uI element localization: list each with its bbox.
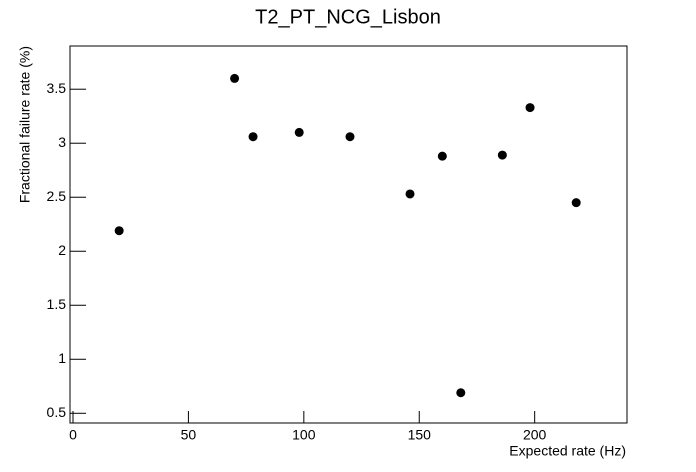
y-axis-label: Fractional failure rate (%) xyxy=(17,46,33,203)
y-tick-label: 1.5 xyxy=(47,296,67,312)
y-tick-label: 0.5 xyxy=(47,404,67,420)
y-tick-label: 3 xyxy=(58,134,66,150)
point xyxy=(114,226,124,236)
chart-title: T2_PT_NCG_Lisbon xyxy=(255,6,441,28)
point xyxy=(571,198,581,208)
x-tick-label: 100 xyxy=(292,427,316,443)
point xyxy=(525,103,535,113)
x-tick-label: 0 xyxy=(69,427,77,443)
point xyxy=(248,132,258,142)
point xyxy=(456,388,466,398)
y-tick-label: 2.5 xyxy=(47,188,67,204)
point xyxy=(294,127,304,137)
point xyxy=(405,189,415,199)
x-tick-label: 50 xyxy=(181,427,197,443)
point xyxy=(497,150,507,160)
point xyxy=(230,73,240,83)
y-tick-label: 2 xyxy=(58,242,66,258)
plot-frame xyxy=(69,45,628,424)
point xyxy=(437,151,447,161)
y-tick-label: 3.5 xyxy=(47,80,67,96)
x-tick-label: 200 xyxy=(523,427,547,443)
point xyxy=(345,132,355,142)
y-tick-label: 1 xyxy=(58,350,66,366)
x-axis-label: Expected rate (Hz) xyxy=(509,443,626,459)
x-tick-label: 150 xyxy=(408,427,432,443)
